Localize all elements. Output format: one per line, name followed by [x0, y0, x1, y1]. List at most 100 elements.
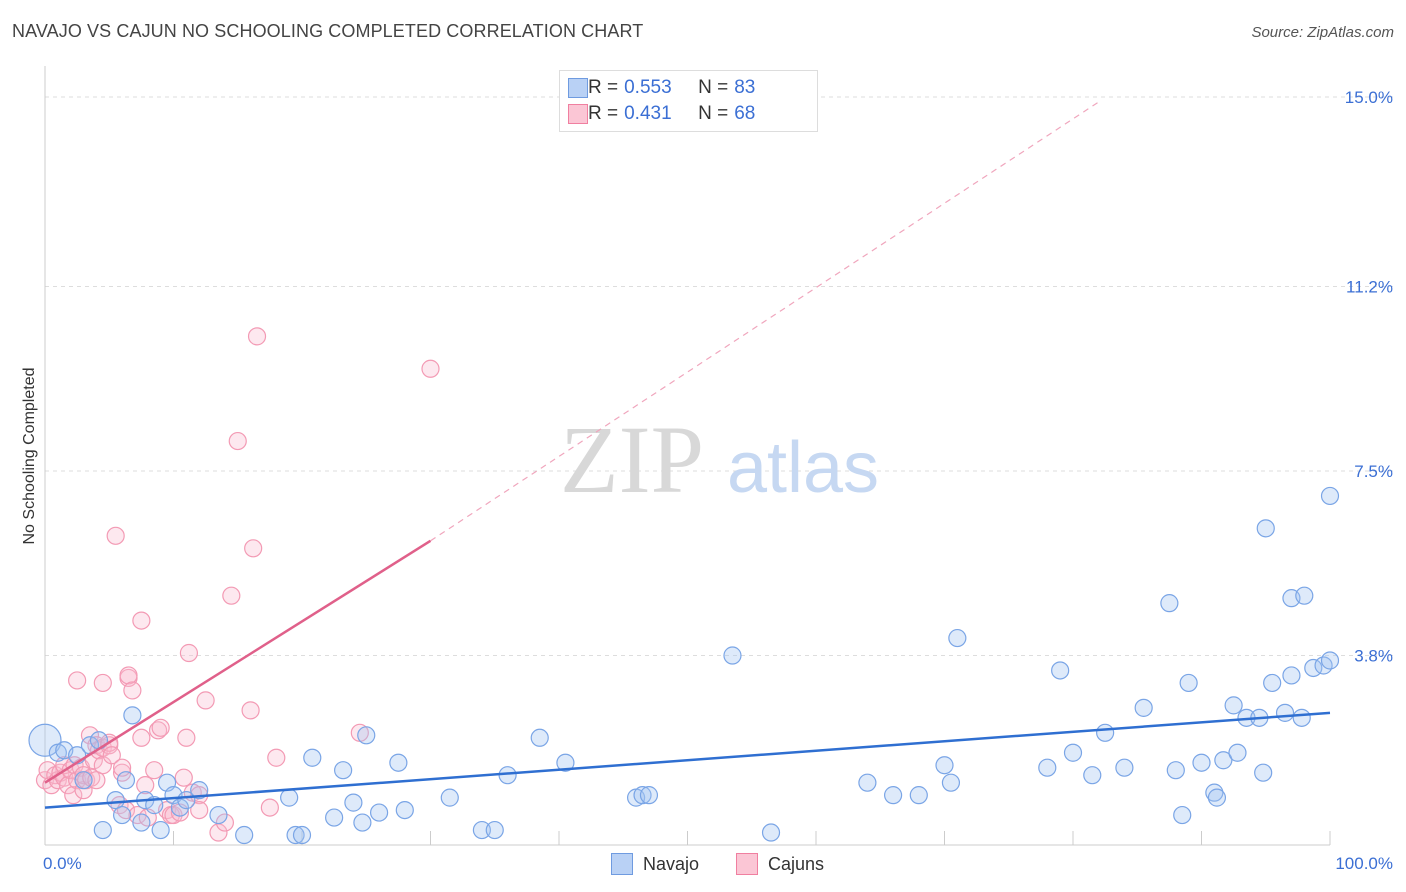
- cajun-point: [136, 776, 155, 795]
- navajo-point: [1207, 788, 1227, 807]
- cajun-point: [421, 359, 440, 378]
- cajun-point: [260, 798, 279, 817]
- navajo-point: [344, 793, 363, 812]
- navajo-point: [1173, 805, 1192, 825]
- watermark-atlas: atlas: [727, 428, 879, 508]
- navajo-point: [883, 786, 903, 805]
- navajo-point: [28, 723, 62, 757]
- cajun-point: [267, 748, 286, 767]
- legend-r-value-cajuns: 0.431: [624, 103, 672, 124]
- navajo-point: [556, 753, 575, 772]
- navajo-point: [132, 813, 151, 832]
- navajo-point: [498, 766, 517, 785]
- navajo-point: [1256, 519, 1275, 538]
- cajun-point: [80, 726, 100, 745]
- cajun-point: [64, 786, 83, 805]
- navajo-point: [1295, 586, 1314, 605]
- navajo-point: [1254, 763, 1273, 782]
- navajo-point: [1083, 766, 1102, 785]
- cajun-point: [179, 643, 199, 663]
- navajo-point: [1096, 723, 1115, 742]
- navajo-point: [440, 788, 459, 807]
- cajun-point: [196, 691, 215, 710]
- navajo-point: [106, 791, 125, 810]
- navajo-point: [485, 820, 504, 840]
- legend-item-cajuns[interactable]: Cajuns: [736, 852, 824, 876]
- cajun-point: [241, 701, 260, 720]
- legend-item-navajo[interactable]: Navajo: [611, 852, 699, 876]
- chart-title: NAVAJO VS CAJUN NO SCHOOLING COMPLETED C…: [12, 21, 644, 41]
- y-tick-label: 15.0%: [1345, 88, 1393, 107]
- legend-label-navajo: Navajo: [643, 853, 700, 874]
- navajo-point: [1275, 703, 1295, 722]
- legend-label-cajuns: Cajuns: [768, 853, 825, 874]
- navajo-point: [280, 788, 299, 807]
- source-credit[interactable]: Source: ZipAtlas.com: [1251, 24, 1394, 41]
- cajun-point: [102, 746, 121, 765]
- cajun-point: [145, 761, 164, 780]
- watermark-zip: ZIP: [560, 406, 704, 513]
- navajo-point: [1205, 783, 1224, 802]
- navajo-point: [1038, 758, 1057, 777]
- navajo-point: [1160, 594, 1179, 613]
- cajun-point: [87, 771, 106, 790]
- cajun-point: [151, 718, 170, 737]
- legend-row-cajuns: R = 0.431 N = 68: [568, 103, 755, 125]
- navajo-point: [389, 753, 408, 772]
- cajun-point: [177, 728, 196, 747]
- legend-row-navajo: R = 0.553 N = 83: [568, 77, 755, 99]
- y-tick-label: 7.5%: [1354, 462, 1393, 481]
- legend-r-label: R =: [588, 77, 619, 98]
- navajo-point: [190, 781, 209, 800]
- navajo-point: [209, 805, 228, 825]
- navajo-point: [1292, 708, 1311, 727]
- cajun-point: [106, 526, 125, 545]
- navajo-point: [1166, 761, 1185, 780]
- legend-swatch-navajo: [568, 78, 588, 98]
- navajo-point: [1192, 753, 1211, 772]
- cajun-point: [222, 586, 241, 605]
- cajun-point: [228, 431, 247, 451]
- cajun-trend-line: [44, 539, 432, 784]
- navajo-point: [170, 798, 190, 817]
- navajo-point: [1282, 666, 1301, 685]
- navajo-point: [935, 756, 954, 775]
- navajo-point: [1320, 651, 1340, 670]
- cajun-point: [174, 768, 193, 787]
- cajun-point: [119, 666, 138, 685]
- navajo-point: [235, 825, 254, 845]
- legend-r-label: R =: [588, 103, 619, 124]
- navajo-point: [761, 823, 781, 842]
- cajun-point: [247, 327, 267, 346]
- x-tick-label-max: 100.0%: [1335, 854, 1393, 873]
- navajo-point: [1320, 486, 1340, 506]
- cajun-point: [123, 681, 142, 700]
- navajo-point: [370, 803, 389, 822]
- legend-n-label: N =: [698, 103, 729, 124]
- trend-lines: [44, 101, 1331, 809]
- cajun-point: [148, 721, 168, 740]
- x-tick-label-min: 0.0%: [43, 854, 82, 873]
- navajo-point: [1228, 743, 1247, 762]
- navajo-point: [353, 813, 372, 832]
- navajo-point: [1051, 661, 1070, 680]
- navajo-point: [1263, 673, 1282, 693]
- cajun-point: [132, 728, 151, 747]
- gridlines: [45, 96, 1395, 657]
- navajo-point: [858, 773, 877, 792]
- navajo-point: [530, 728, 549, 747]
- navajo-point: [112, 805, 132, 825]
- navajo-point: [941, 773, 961, 792]
- navajo-point: [1115, 758, 1134, 777]
- navajo-point: [93, 820, 112, 840]
- navajo-point: [395, 800, 414, 820]
- navajo-point: [1179, 673, 1198, 693]
- navajo-point: [357, 726, 376, 745]
- legend-swatch-navajo: [611, 853, 633, 875]
- navajo-point: [151, 820, 170, 840]
- cajun-point: [215, 813, 234, 832]
- navajo-point: [123, 706, 142, 725]
- navajo-point: [286, 825, 305, 845]
- y-tick-label: 3.8%: [1354, 647, 1393, 666]
